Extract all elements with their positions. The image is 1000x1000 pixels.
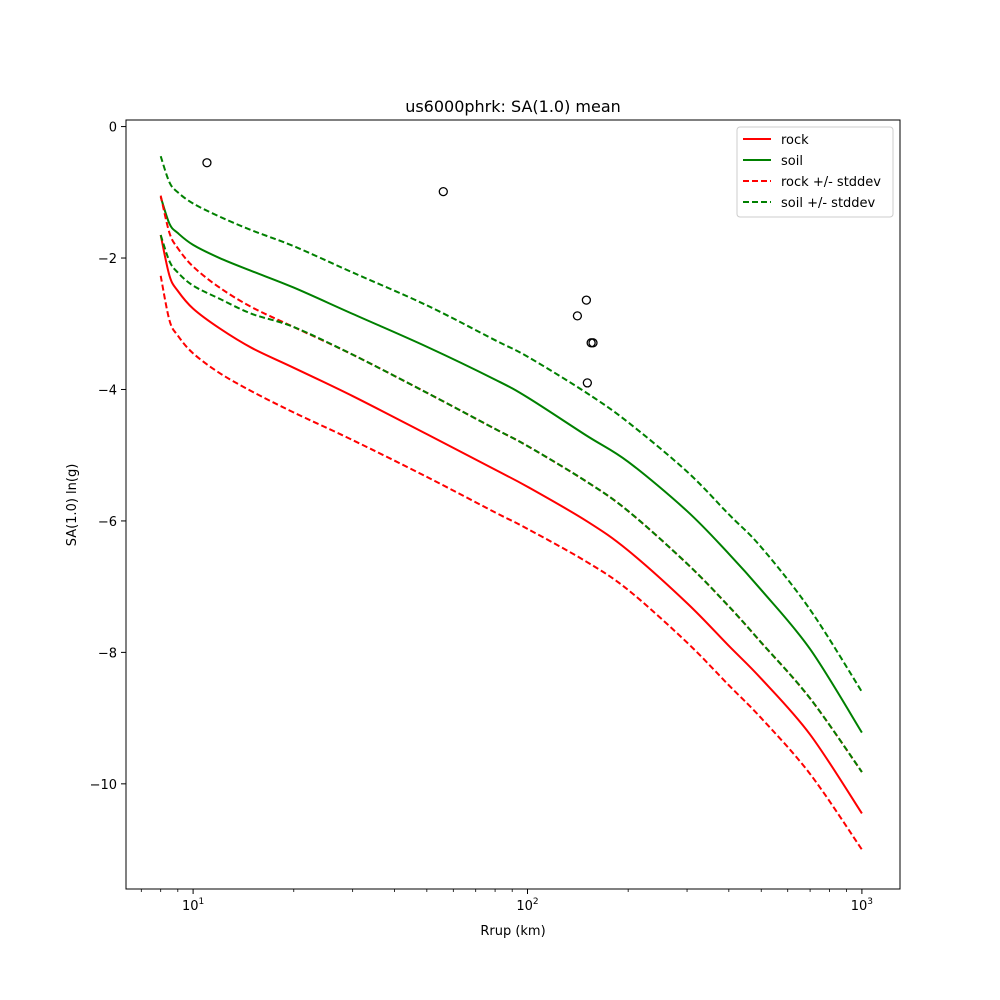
observation-point-2 (581, 295, 592, 305)
series-line-4 (159, 155, 863, 693)
x-tick-label: 101 (182, 897, 204, 914)
observation-point-1 (438, 186, 448, 197)
series-line-5 (159, 234, 863, 773)
y-tick-label: 0 (109, 121, 117, 136)
legend-label-3: soil +/- stddev (781, 196, 876, 211)
x-axis: 101 102 103 (140, 889, 873, 914)
x-tick-label: 102 (516, 897, 538, 914)
series-line-1 (159, 196, 863, 734)
legend: rock soil rock +/- stddev soil +/- stddev (736, 126, 894, 218)
y-axis: 0 −2 −4 −6 −8 −10 (90, 121, 126, 793)
observation-point-5 (588, 338, 598, 348)
legend-label-0: rock (781, 133, 809, 148)
observation-point-3 (572, 311, 583, 321)
observation-point-0 (202, 158, 212, 168)
legend-box (736, 126, 894, 218)
y-tick-label: −8 (98, 646, 117, 661)
x-tick-label: 103 (851, 897, 873, 914)
y-tick-label: −10 (90, 778, 117, 793)
y-tick-label: −4 (98, 383, 117, 398)
x-axis-label: Rrup (km) (480, 924, 545, 939)
chart-title: us6000phrk: SA(1.0) mean (405, 97, 621, 116)
plot-frame (125, 119, 901, 890)
series-line-0 (159, 234, 863, 814)
legend-label-1: soil (781, 154, 803, 169)
y-axis-label: SA(1.0) ln(g) (65, 464, 80, 547)
plot-data-layer (159, 155, 863, 851)
y-tick-label: −2 (98, 252, 117, 267)
y-tick-label: −6 (98, 515, 117, 530)
series-line-3 (159, 275, 863, 851)
legend-label-2: rock +/- stddev (781, 175, 881, 190)
observation-point-6 (582, 378, 592, 388)
